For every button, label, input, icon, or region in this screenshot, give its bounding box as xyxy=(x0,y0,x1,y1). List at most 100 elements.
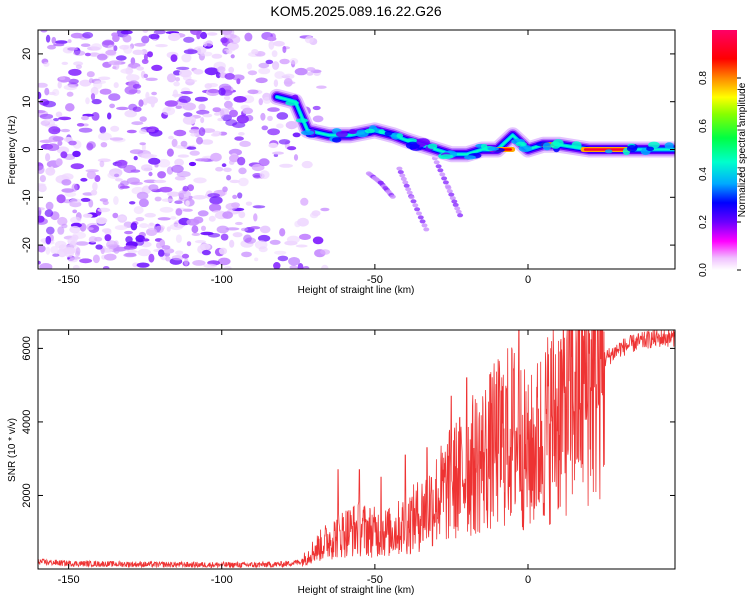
noise-blob xyxy=(131,121,144,126)
noise-blob xyxy=(78,127,93,133)
noise-blob xyxy=(39,113,54,120)
noise-blob xyxy=(62,247,76,255)
noise-blob xyxy=(232,122,246,128)
ridge-blob xyxy=(348,129,357,135)
noise-blob xyxy=(138,99,144,107)
noise-blob xyxy=(132,106,142,112)
noise-blob xyxy=(64,191,77,197)
noise-blob xyxy=(267,115,273,122)
noise-blob xyxy=(120,68,134,74)
x-tick-label: 0 xyxy=(525,574,531,586)
noise-blob xyxy=(148,171,153,177)
noise-blob xyxy=(200,51,213,57)
noise-blob xyxy=(229,179,241,184)
noise-blob xyxy=(99,198,109,202)
noise-blob xyxy=(223,265,232,269)
noise-blob xyxy=(175,250,184,256)
noise-blob xyxy=(212,210,224,214)
noise-blob xyxy=(39,175,47,183)
noise-blob xyxy=(150,99,155,108)
noise-blob xyxy=(239,140,251,147)
noise-blob xyxy=(178,190,191,199)
noise-blob xyxy=(190,132,197,137)
noise-blob xyxy=(241,251,252,258)
x-tick-label: -50 xyxy=(367,574,383,586)
noise-blob xyxy=(258,98,263,106)
noise-blob xyxy=(52,136,64,142)
noise-blob xyxy=(141,35,150,44)
noise-blob xyxy=(232,232,243,238)
noise-blob xyxy=(86,170,97,180)
noise-blob xyxy=(163,248,175,254)
noise-blob xyxy=(283,73,295,80)
noise-blob xyxy=(80,43,91,47)
noise-blob xyxy=(230,54,235,59)
noise-blob xyxy=(196,136,203,145)
noise-blob xyxy=(287,146,297,151)
noise-blob xyxy=(167,191,181,197)
noise-blob xyxy=(168,135,174,140)
noise-blob xyxy=(194,96,208,102)
branch-blob xyxy=(399,173,406,178)
ridge-blob xyxy=(515,141,527,147)
noise-blob xyxy=(172,89,178,98)
noise-blob xyxy=(141,143,146,152)
noise-blob xyxy=(232,194,238,199)
noise-blob xyxy=(232,74,245,81)
noise-blob xyxy=(72,150,81,158)
noise-blob xyxy=(186,146,197,150)
noise-blob xyxy=(272,151,284,155)
branch-blob xyxy=(412,203,419,208)
ridge-blob xyxy=(335,131,348,138)
branch-blob xyxy=(442,180,449,185)
noise-blob xyxy=(166,226,171,232)
noise-blob xyxy=(202,113,213,118)
noise-blob xyxy=(273,40,285,47)
colorbar: 0.0 0.2 0.4 0.6 0.8 Normalized spectral ampl… xyxy=(698,30,748,277)
noise-blob xyxy=(138,198,149,208)
noise-blob xyxy=(58,76,66,81)
noise-blob xyxy=(52,88,60,97)
noise-blob xyxy=(61,179,72,186)
noise-blob xyxy=(115,178,123,182)
branch-blob xyxy=(397,170,404,175)
branch-blob xyxy=(441,176,448,181)
noise-blob xyxy=(245,201,253,206)
noise-blob xyxy=(176,171,191,178)
noise-blob xyxy=(115,55,127,61)
noise-blob xyxy=(65,103,75,112)
noise-blob xyxy=(145,77,158,82)
noise-blob xyxy=(85,97,90,105)
noise-blob xyxy=(45,201,54,211)
colorbar-tick-label: 0.0 xyxy=(698,263,709,277)
noise-blob xyxy=(185,79,198,83)
noise-blob xyxy=(251,49,259,55)
noise-blob xyxy=(254,257,259,262)
noise-blob xyxy=(142,30,149,33)
snr-series-line xyxy=(37,329,676,569)
noise-blob xyxy=(289,58,299,65)
noise-blob xyxy=(75,251,80,257)
noise-blob xyxy=(154,196,162,202)
noise-blob xyxy=(215,166,224,172)
colorbar-tick-label: 0.2 xyxy=(698,215,709,229)
ridge-blob xyxy=(405,141,420,150)
noise-blob xyxy=(69,225,81,234)
noise-blob xyxy=(68,68,82,76)
noise-blob xyxy=(258,246,268,253)
noise-blob xyxy=(214,112,221,116)
noise-blob xyxy=(196,109,210,115)
branch-blob xyxy=(389,194,396,199)
noise-blob xyxy=(148,157,161,165)
noise-blob xyxy=(247,70,258,76)
noise-blob xyxy=(201,225,206,231)
noise-blob xyxy=(293,154,299,161)
noise-blob xyxy=(72,209,78,214)
noise-blob xyxy=(68,140,77,146)
noise-blob xyxy=(235,221,243,226)
noise-blob xyxy=(199,243,211,250)
ridge-blob xyxy=(518,144,532,153)
noise-blob xyxy=(159,186,173,193)
noise-blob xyxy=(63,84,78,91)
